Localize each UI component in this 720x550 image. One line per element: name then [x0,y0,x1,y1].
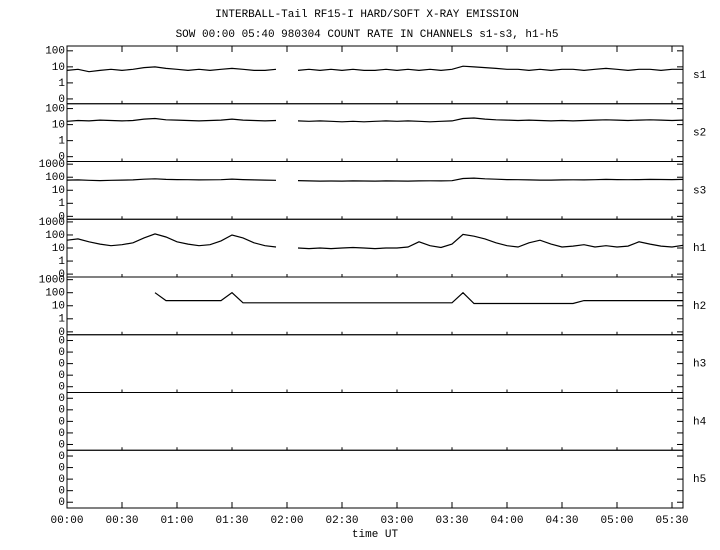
y-tick-label: 100 [45,288,65,300]
y-tick-label: 1 [58,198,65,210]
y-tick-label: 0 [58,327,65,339]
x-tick-label: 01:00 [160,515,193,527]
y-tick-label: 1000 [39,275,65,287]
x-axis-label: time UT [352,529,399,541]
x-tick-label: 05:00 [600,515,633,527]
y-tick-label: 0 [58,428,65,440]
y-tick-label: 0 [58,416,65,428]
y-tick-label: 1 [58,256,65,268]
x-tick-label: 02:30 [325,515,358,527]
y-tick-label: 0 [58,439,65,451]
y-tick-label: 0 [58,474,65,486]
panel-label: h1 [693,243,707,255]
y-tick-label: 0 [58,486,65,498]
y-tick-label: 0 [58,211,65,223]
panel-label: h3 [693,359,706,371]
y-tick-label: 0 [58,269,65,281]
y-tick-label: 1000 [39,217,65,229]
y-tick-label: 10 [52,62,65,74]
panel-label: s3 [693,185,706,197]
y-tick-label: 1 [58,136,65,148]
y-tick-label: 10 [52,120,65,132]
y-tick-label: 100 [45,46,65,58]
y-tick-label: 0 [58,94,65,106]
y-tick-label: 1000 [39,159,65,171]
y-tick-label: 0 [58,497,65,509]
y-tick-label: 0 [58,405,65,417]
y-tick-label: 1 [58,78,65,90]
panel-label: h2 [693,301,706,313]
y-tick-label: 100 [45,103,65,115]
x-tick-label: 03:30 [435,515,468,527]
x-tick-label: 00:00 [50,515,83,527]
y-tick-label: 0 [58,382,65,394]
x-tick-label: 04:00 [490,515,523,527]
y-tick-label: 0 [58,370,65,382]
y-tick-label: 0 [58,393,65,405]
y-tick-label: 0 [58,335,65,347]
y-tick-label: 0 [58,462,65,474]
data-line [66,177,684,182]
y-tick-label: 10 [52,243,65,255]
x-tick-label: 00:30 [105,515,138,527]
data-line [66,117,684,123]
y-tick-label: 10 [52,301,65,313]
panel-label: h5 [693,474,706,486]
panel-label: s2 [693,128,706,140]
y-tick-label: 100 [45,230,65,242]
y-tick-label: 1 [58,314,65,326]
y-tick-label: 100 [45,172,65,184]
panel-label: h4 [693,416,707,428]
y-tick-label: 0 [58,451,65,463]
x-tick-label: 01:30 [215,515,248,527]
data-line [154,291,683,305]
x-tick-label: 05:30 [655,515,688,527]
chart-subtitle: SOW 00:00 05:40 980304 COUNT RATE IN CHA… [176,29,559,41]
data-line [66,233,684,250]
x-tick-label: 03:00 [380,515,413,527]
y-tick-label: 0 [58,152,65,164]
panel-label: s1 [693,70,707,82]
chart-title: INTERBALL-Tail RF15-I HARD/SOFT X-RAY EM… [215,9,519,21]
y-tick-label: 10 [52,185,65,197]
data-line [66,65,683,73]
y-tick-label: 0 [58,347,65,359]
x-tick-label: 04:30 [545,515,578,527]
y-tick-label: 0 [58,359,65,371]
x-tick-label: 02:00 [270,515,303,527]
